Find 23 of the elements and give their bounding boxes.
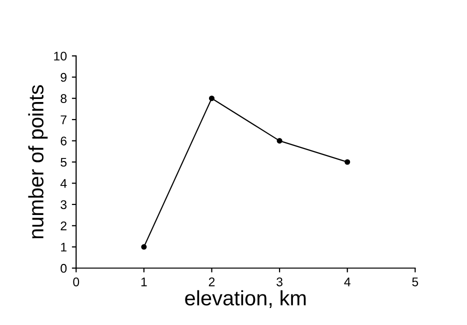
x-tick-label: 1 — [141, 278, 147, 286]
y-tick-label: 3 — [60, 200, 67, 210]
x-tick-label: 5 — [412, 278, 418, 286]
y-tick-label: 8 — [60, 94, 67, 103]
y-tick-label: 6 — [60, 136, 67, 146]
point — [208, 96, 215, 102]
y-tick-label: 7 — [60, 115, 66, 124]
y-tick-label: 10 — [54, 52, 67, 61]
x-tick-label: 0 — [73, 277, 80, 286]
x-tick-label: 2 — [208, 277, 215, 286]
point — [276, 138, 282, 144]
x-tick-label: 4 — [344, 278, 350, 286]
y-tick-label: 5 — [60, 158, 67, 167]
y-tick-label: 0 — [60, 264, 67, 273]
point — [344, 159, 350, 165]
point — [141, 244, 147, 250]
x-axis-title: elevation, km — [185, 290, 306, 308]
y-tick-label: 1 — [61, 242, 66, 252]
y-tick-label: 4 — [60, 179, 67, 188]
y-tick-label: 2 — [60, 221, 66, 230]
y-tick-label: 9 — [60, 72, 66, 82]
x-tick-label: 3 — [276, 277, 282, 286]
y-axis-title: number of points — [28, 85, 48, 238]
